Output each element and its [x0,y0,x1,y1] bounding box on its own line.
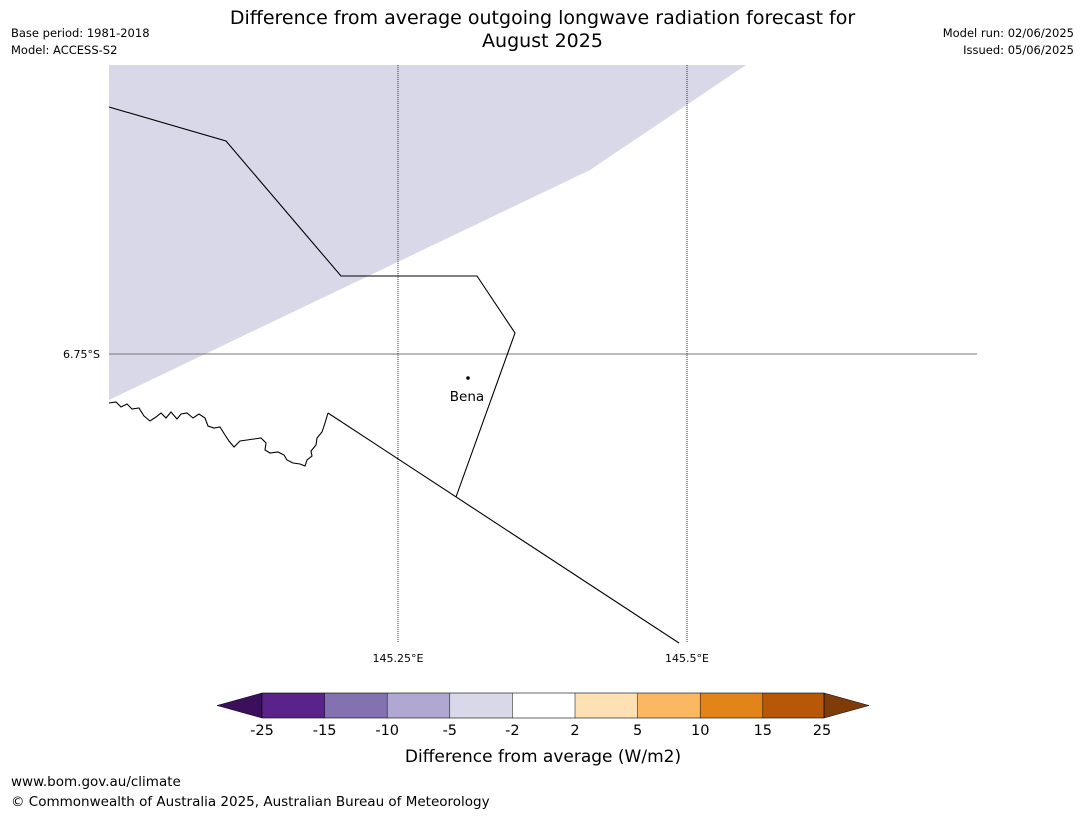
colorbar-segment [637,693,701,718]
metadata-right: Model run: 02/06/2025 Issued: 05/06/2025 [943,25,1074,59]
district-boundary-south [327,412,680,644]
longitude-label-2: 145.5°E [665,652,709,665]
longitude-label-1: 145.25°E [373,652,424,665]
colorbar-segment [387,693,450,718]
colorbar: -25 -15 -10 -5 -2 2 5 10 15 25 Differenc… [216,692,870,767]
shaded-anomaly-region [109,65,746,400]
colorbar-tick-label: -10 [375,723,399,739]
colorbar-tick-label: 10 [691,723,709,739]
town-label: Bena [450,389,484,405]
issued-text: Issued: 05/06/2025 [963,43,1074,57]
colorbar-segment [762,693,824,718]
wavy-boundary [108,401,329,467]
metadata-left: Base period: 1981-2018 Model: ACCESS-S2 [11,25,150,59]
colorbar-segment [262,693,325,718]
model-text: Model: ACCESS-S2 [11,43,118,57]
colorbar-tick-label: -15 [313,723,337,739]
colorbar-segment [700,693,763,718]
colorbar-title: Difference from average (W/m2) [405,747,681,767]
map-title: Difference from average outgoing longwav… [150,7,935,53]
colorbar-tick-label: -5 [443,723,457,739]
district-boundary [108,106,516,498]
colorbar-tick-label: -25 [250,723,274,739]
colorbar-tick-label: 2 [570,723,579,739]
colorbar-segment [512,693,575,718]
colorbar-tick-label: 25 [813,723,831,739]
title-line-1: Difference from average outgoing longwav… [229,7,856,29]
title-line-2: August 2025 [482,30,603,52]
town-marker [466,376,470,380]
colorbar-tick-label: 5 [633,723,642,739]
colorbar-extend-high [823,692,870,719]
colorbar-segment [324,693,388,718]
colorbar-extend-low [216,692,263,719]
colorbar-tick-label: 15 [754,723,772,739]
footer-url: www.bom.gov.au/climate [11,774,181,790]
latitude-label: 6.75°S [63,348,100,361]
model-run-text: Model run: 02/06/2025 [942,26,1074,40]
footer-copyright: © Commonwealth of Australia 2025, Austra… [11,794,490,810]
colorbar-segment [575,693,638,718]
colorbar-segment [449,693,513,718]
base-period-text: Base period: 1981-2018 [11,26,150,40]
colorbar-outline [261,692,825,719]
colorbar-tick-label: -2 [505,723,519,739]
